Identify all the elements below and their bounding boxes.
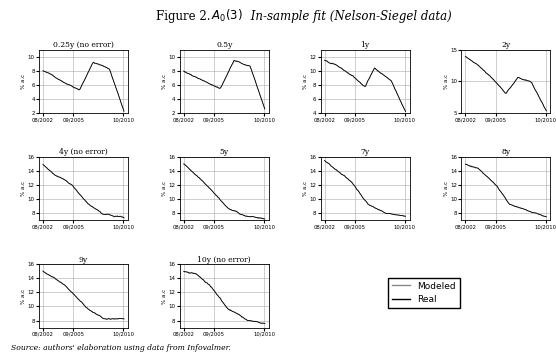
Text: Figure 2.: Figure 2.	[156, 10, 218, 22]
Y-axis label: % a.c: % a.c	[162, 288, 167, 304]
Y-axis label: % a.c: % a.c	[303, 74, 308, 89]
Title: 9y: 9y	[79, 256, 88, 264]
Text: Source: authors' elaboration using data from Infovalmer.: Source: authors' elaboration using data …	[11, 344, 231, 352]
Title: 0.5y: 0.5y	[216, 41, 232, 49]
Title: 7y: 7y	[360, 148, 370, 156]
Y-axis label: % a.c: % a.c	[21, 181, 26, 196]
Title: 1y: 1y	[360, 41, 370, 49]
Text: In-sample fit (Nelson-Siegel data): In-sample fit (Nelson-Siegel data)	[247, 10, 452, 22]
Title: 8y: 8y	[502, 148, 510, 156]
Y-axis label: % a.c: % a.c	[21, 288, 26, 304]
Y-axis label: % a.c: % a.c	[162, 74, 167, 89]
Y-axis label: % a.c: % a.c	[303, 181, 308, 196]
Y-axis label: % a.c: % a.c	[444, 74, 449, 89]
Y-axis label: % a.c: % a.c	[162, 181, 167, 196]
Title: 0.25y (no error): 0.25y (no error)	[53, 41, 114, 49]
Legend: Modeled, Real: Modeled, Real	[389, 278, 460, 308]
Y-axis label: % a.c: % a.c	[444, 181, 449, 196]
Title: 5y: 5y	[220, 148, 229, 156]
Y-axis label: % a.c: % a.c	[21, 74, 26, 89]
Title: 4y (no error): 4y (no error)	[59, 148, 108, 156]
Title: 2y: 2y	[502, 41, 510, 49]
Title: 10y (no error): 10y (no error)	[197, 256, 251, 264]
Text: $A_0(3)$: $A_0(3)$	[211, 8, 243, 24]
